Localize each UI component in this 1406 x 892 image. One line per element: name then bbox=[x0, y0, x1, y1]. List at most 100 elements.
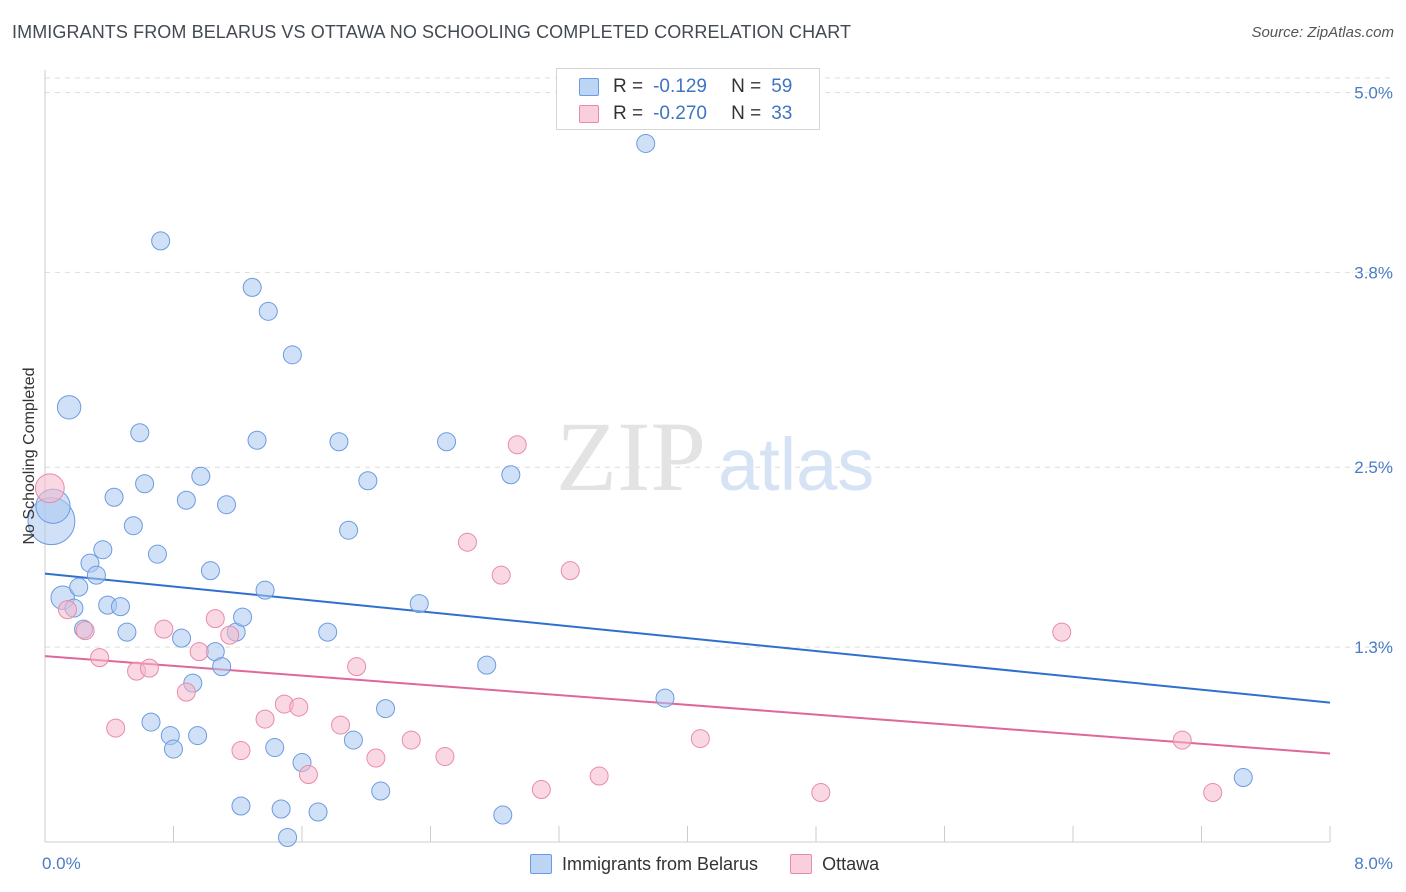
ottawa-point bbox=[589, 766, 609, 786]
ottawa-point bbox=[690, 729, 710, 749]
n-value: 33 bbox=[771, 103, 793, 124]
n-label: N = bbox=[731, 76, 762, 97]
ottawa-point bbox=[435, 747, 455, 767]
belarus-point bbox=[104, 487, 124, 507]
ottawa-point bbox=[347, 657, 367, 677]
belarus-point bbox=[176, 490, 196, 510]
ottawa-point bbox=[176, 682, 196, 702]
ottawa-point bbox=[1172, 730, 1192, 750]
belarus-legend-swatch bbox=[530, 854, 552, 874]
watermark-zip: ZIP bbox=[556, 401, 706, 512]
belarus-point bbox=[339, 520, 359, 540]
ottawa-point bbox=[1203, 783, 1223, 803]
ottawa-point bbox=[491, 565, 511, 585]
stats-legend: R = -0.129 N = 59 R = -0.270 N = 33 bbox=[556, 68, 820, 130]
belarus-point bbox=[329, 432, 349, 452]
belarus-point bbox=[278, 828, 298, 848]
ottawa-point bbox=[255, 709, 275, 729]
belarus-point bbox=[200, 561, 220, 581]
belarus-point bbox=[343, 730, 363, 750]
belarus-point bbox=[56, 395, 82, 420]
ottawa-point bbox=[811, 783, 831, 803]
ottawa-point bbox=[560, 561, 580, 581]
belarus-point bbox=[242, 277, 262, 297]
ottawa-point bbox=[90, 648, 110, 668]
belarus-point bbox=[358, 471, 378, 491]
belarus-point bbox=[172, 628, 192, 648]
belarus-point bbox=[318, 622, 338, 642]
belarus-point bbox=[69, 577, 89, 597]
belarus-point bbox=[130, 423, 150, 443]
belarus-point bbox=[437, 432, 457, 452]
source-credit: Source: ZipAtlas.com bbox=[1251, 24, 1394, 41]
belarus-point bbox=[231, 796, 251, 816]
belarus-point bbox=[117, 622, 137, 642]
r-value: -0.270 bbox=[653, 103, 707, 124]
stats-row-ottawa: R = -0.270 N = 33 bbox=[579, 102, 792, 126]
belarus-point bbox=[233, 607, 253, 627]
belarus-point bbox=[655, 688, 675, 708]
ottawa-legend-swatch bbox=[790, 854, 813, 874]
ottawa-point bbox=[298, 765, 318, 785]
belarus-point bbox=[636, 133, 656, 153]
ottawa-point bbox=[289, 697, 309, 717]
belarus-point bbox=[493, 805, 513, 825]
n-label: N = bbox=[731, 103, 762, 124]
belarus-point bbox=[164, 739, 183, 759]
r-value: -0.129 bbox=[653, 76, 707, 97]
x-tick-label-max: 8.0% bbox=[1354, 854, 1393, 873]
y-tick-label: 3.8% bbox=[1354, 263, 1393, 282]
stats-row-belarus: R = -0.129 N = 59 bbox=[579, 75, 792, 99]
ottawa-point bbox=[507, 435, 527, 455]
belarus-point bbox=[135, 474, 155, 494]
ottawa-point bbox=[57, 600, 77, 620]
ottawa-point bbox=[331, 715, 351, 735]
n-value: 59 bbox=[771, 76, 793, 97]
legend-label-belarus: Immigrants from Belarus bbox=[562, 853, 759, 874]
belarus-point bbox=[191, 466, 211, 486]
belarus-point bbox=[282, 345, 302, 365]
belarus-point bbox=[93, 540, 113, 560]
belarus-point bbox=[212, 657, 232, 677]
belarus-point bbox=[501, 465, 521, 485]
ottawa-point bbox=[154, 619, 174, 639]
belarus-point bbox=[247, 430, 267, 450]
belarus-point bbox=[258, 301, 278, 321]
grid-lines bbox=[45, 77, 1390, 648]
y-tick-label: 5.0% bbox=[1354, 83, 1393, 102]
ottawa-point bbox=[139, 658, 159, 678]
belarus-point bbox=[147, 544, 167, 564]
ottawa-point bbox=[75, 621, 95, 641]
ottawa-trend-line bbox=[44, 655, 1331, 755]
watermark: ZIP atlas bbox=[556, 401, 874, 512]
x-tick-label-min: 0.0% bbox=[42, 854, 81, 873]
ottawa-point bbox=[189, 642, 209, 662]
belarus-point bbox=[86, 565, 106, 585]
ottawa-point bbox=[457, 532, 477, 552]
belarus-point bbox=[308, 802, 328, 822]
belarus-point bbox=[141, 712, 161, 732]
ottawa-point bbox=[1052, 622, 1072, 642]
ottawa-point bbox=[366, 748, 386, 768]
belarus-point bbox=[1233, 768, 1253, 788]
axes bbox=[44, 70, 1331, 843]
belarus-point bbox=[409, 594, 429, 614]
y-axis-title: No Schooling Completed bbox=[21, 368, 38, 545]
y-tick-label: 1.3% bbox=[1354, 638, 1393, 657]
trend-lines bbox=[44, 572, 1331, 755]
ottawa-point bbox=[106, 718, 126, 738]
r-label: R = bbox=[613, 103, 644, 124]
belarus-swatch bbox=[579, 78, 599, 96]
belarus-point bbox=[477, 655, 497, 675]
belarus-point bbox=[123, 516, 143, 536]
belarus-point bbox=[271, 799, 291, 819]
ottawa-point bbox=[401, 730, 421, 750]
chart-title: IMMIGRANTS FROM BELARUS VS OTTAWA NO SCH… bbox=[12, 22, 852, 42]
ottawa-swatch bbox=[579, 105, 599, 123]
legend-label-ottawa: Ottawa bbox=[822, 853, 880, 874]
r-label: R = bbox=[613, 76, 644, 97]
belarus-point bbox=[217, 495, 237, 515]
ottawa-point bbox=[231, 741, 251, 761]
ottawa-point bbox=[531, 780, 551, 800]
